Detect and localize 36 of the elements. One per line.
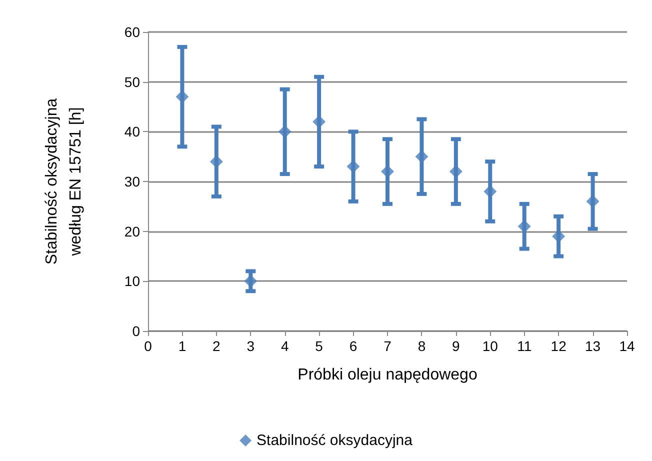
point [312,115,326,128]
x-tick-label: 13 [584,338,601,354]
x-tick-label: 10 [482,338,498,354]
point [278,125,292,138]
point [176,90,189,104]
point [210,155,223,168]
x-tick-label: 0 [144,338,152,354]
x-tick-label: 3 [246,338,255,354]
y-axis-title: Stabilność oksydacyjna według EN 15751 [h] [44,98,84,265]
x-tick-label: 12 [550,338,567,354]
x-tick-label: 2 [212,338,221,354]
x-tick-label: 14 [619,338,635,354]
x-tick-label: 6 [349,338,358,354]
point [449,165,462,178]
y-tick-label: 10 [124,273,140,290]
x-tick-label: 9 [452,338,460,354]
point [484,184,497,198]
x-tick-label: 7 [384,338,392,354]
y-tick-label: 40 [124,124,140,140]
x-tick-label: 5 [315,338,324,354]
point [244,274,258,288]
point [586,194,600,208]
x-tick-label: 4 [280,338,289,354]
y-tick-label: 50 [124,74,140,90]
point [415,150,428,164]
x-axis-title: Próbki oleju napędowego [298,366,478,384]
x-tick-label: 11 [517,338,532,354]
y-tick-label: 20 [124,223,140,240]
y-tick-label: 0 [132,323,140,339]
point [518,220,531,233]
y-tick-label: 60 [124,24,140,40]
legend-label: Stabilność oksydacyjna [256,432,414,449]
point [346,160,360,174]
y-tick-label: 30 [124,174,140,190]
x-tick-label: 8 [418,338,426,354]
x-tick-label: 1 [178,338,186,354]
